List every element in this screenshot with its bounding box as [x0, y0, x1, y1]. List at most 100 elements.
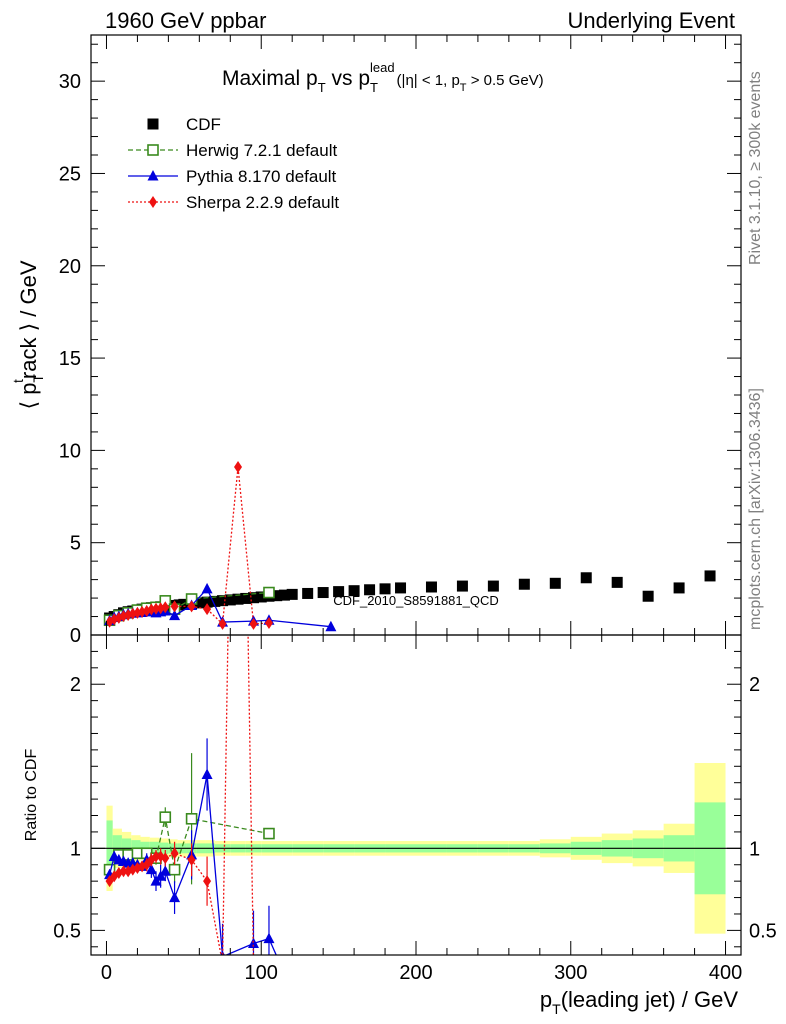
data-point	[704, 570, 716, 582]
data-point	[425, 581, 437, 593]
legend-entry: CDF	[147, 115, 221, 134]
data-point	[673, 582, 685, 594]
data-point	[456, 580, 468, 592]
x-tick-label: 100	[245, 962, 278, 984]
y-tick-label: 0	[70, 625, 81, 647]
data-point	[193, 597, 205, 609]
x-tick-label: 300	[554, 962, 587, 984]
legend-label: CDF	[186, 115, 221, 134]
data-point	[255, 591, 267, 603]
data-point	[263, 586, 275, 599]
ratio-y-tick-label-right: 1	[749, 838, 760, 860]
legend-marker	[147, 118, 159, 130]
data-point	[379, 583, 391, 595]
ratio-frame	[90, 634, 742, 956]
ratio-point	[119, 865, 128, 878]
ratio-point	[159, 811, 172, 823]
ratio-point	[170, 847, 179, 860]
ratio-point	[187, 853, 196, 866]
x-tick-label: 200	[399, 962, 432, 984]
main-panel: 0 5 10 15 20 25 30 CDF_2010_S8591881_QCD Maxim…	[10, 34, 742, 647]
data-point	[395, 582, 407, 594]
analysis-watermark: CDF_2010_S8591881_QCD	[333, 593, 499, 608]
y-tick-label: 5	[70, 533, 81, 555]
y-tick-label: 20	[59, 256, 81, 278]
data-point	[642, 590, 654, 602]
ratio-point	[185, 812, 198, 825]
ratio-point	[201, 768, 213, 779]
data-point	[611, 576, 623, 588]
pythia-tail-line	[268, 938, 277, 955]
ratio-ylabel: Ratio to CDF	[23, 749, 40, 842]
ratio-point	[168, 863, 181, 876]
legend-entry: Herwig 7.2.1 default	[128, 141, 337, 160]
data-point	[203, 603, 212, 616]
y-tick-label: 10	[59, 440, 81, 462]
data-point	[201, 596, 213, 608]
ratio-line	[109, 852, 208, 882]
ratio-point	[159, 865, 171, 876]
ratio-point	[263, 932, 275, 944]
data-point	[317, 587, 329, 599]
data-point	[271, 590, 283, 602]
x-tick-label: 400	[709, 962, 742, 984]
ratio-point	[161, 852, 170, 865]
legend: CDF Herwig 7.2.1 default Pythia 8.170 defa…	[128, 115, 339, 212]
data-point	[224, 594, 236, 606]
legend-marker	[147, 170, 159, 181]
data-point	[487, 580, 499, 592]
data-point	[152, 602, 160, 615]
header-left: 1960 GeV ppbar	[105, 8, 266, 33]
data-point	[133, 606, 142, 619]
data-point	[248, 592, 259, 604]
ratio-plot-area	[91, 635, 741, 955]
chart-title: Maximal pT vs pTlead(|η| < 1, pT > 0.5 G…	[222, 60, 544, 95]
ratio-point	[152, 850, 160, 863]
main-plot-area	[103, 461, 716, 632]
ratio-series-sherpa	[105, 841, 212, 906]
y-tick-label: 30	[59, 71, 81, 93]
ratio-panel: 0.5 0.5 1 1 2 2 0 100 200 300 400 Ratio to CDF pT(…	[23, 634, 777, 1017]
legend-label: Sherpa 2.2.9 default	[186, 193, 339, 212]
data-point	[156, 602, 165, 615]
data-point	[302, 587, 314, 599]
series-line	[109, 466, 270, 626]
data-point	[249, 617, 258, 630]
data-point	[217, 595, 229, 607]
data-point	[169, 609, 181, 621]
data-point	[138, 605, 147, 618]
data-point	[201, 582, 213, 594]
legend-entry: Pythia 8.170 default	[128, 167, 337, 186]
ratio-point	[220, 950, 225, 955]
ratio-y-tick-label-right: 2	[749, 674, 760, 696]
legend-label: Herwig 7.2.1 default	[186, 141, 337, 160]
ratio-series-pythia	[104, 738, 275, 955]
data-point	[218, 617, 227, 630]
data-point	[170, 600, 179, 613]
data-point	[209, 595, 221, 607]
data-point	[161, 601, 170, 614]
data-point	[549, 577, 561, 589]
rivet-label: Rivet 3.1.10, ≥ 300k events	[747, 71, 764, 265]
x-axis-label: pT(leading jet) / GeV	[540, 987, 738, 1017]
header-right: Underlying Event	[567, 8, 735, 33]
ratio-axis-ticks: 0.5 0.5 1 1 2 2 0 100 200 300 400	[53, 635, 777, 984]
ratio-point	[248, 937, 259, 949]
ratio-y-tick-label: 2	[70, 674, 81, 696]
data-point	[240, 592, 252, 604]
data-point	[364, 584, 376, 596]
legend-entry: Sherpa 2.2.9 default	[128, 193, 339, 212]
series-sherpa	[105, 461, 273, 630]
data-point	[232, 593, 244, 605]
legend-marker	[149, 196, 157, 208]
legend-marker	[147, 144, 159, 156]
sherpa-spike-line	[206, 635, 255, 955]
y-tick-label: 15	[59, 348, 81, 370]
ratio-point	[263, 827, 275, 840]
ratio-y-tick-label: 1	[70, 838, 81, 860]
legend-label: Pythia 8.170 default	[186, 167, 337, 186]
data-point	[333, 586, 345, 598]
data-point	[518, 578, 530, 590]
data-point	[278, 589, 290, 601]
data-point	[187, 600, 196, 613]
